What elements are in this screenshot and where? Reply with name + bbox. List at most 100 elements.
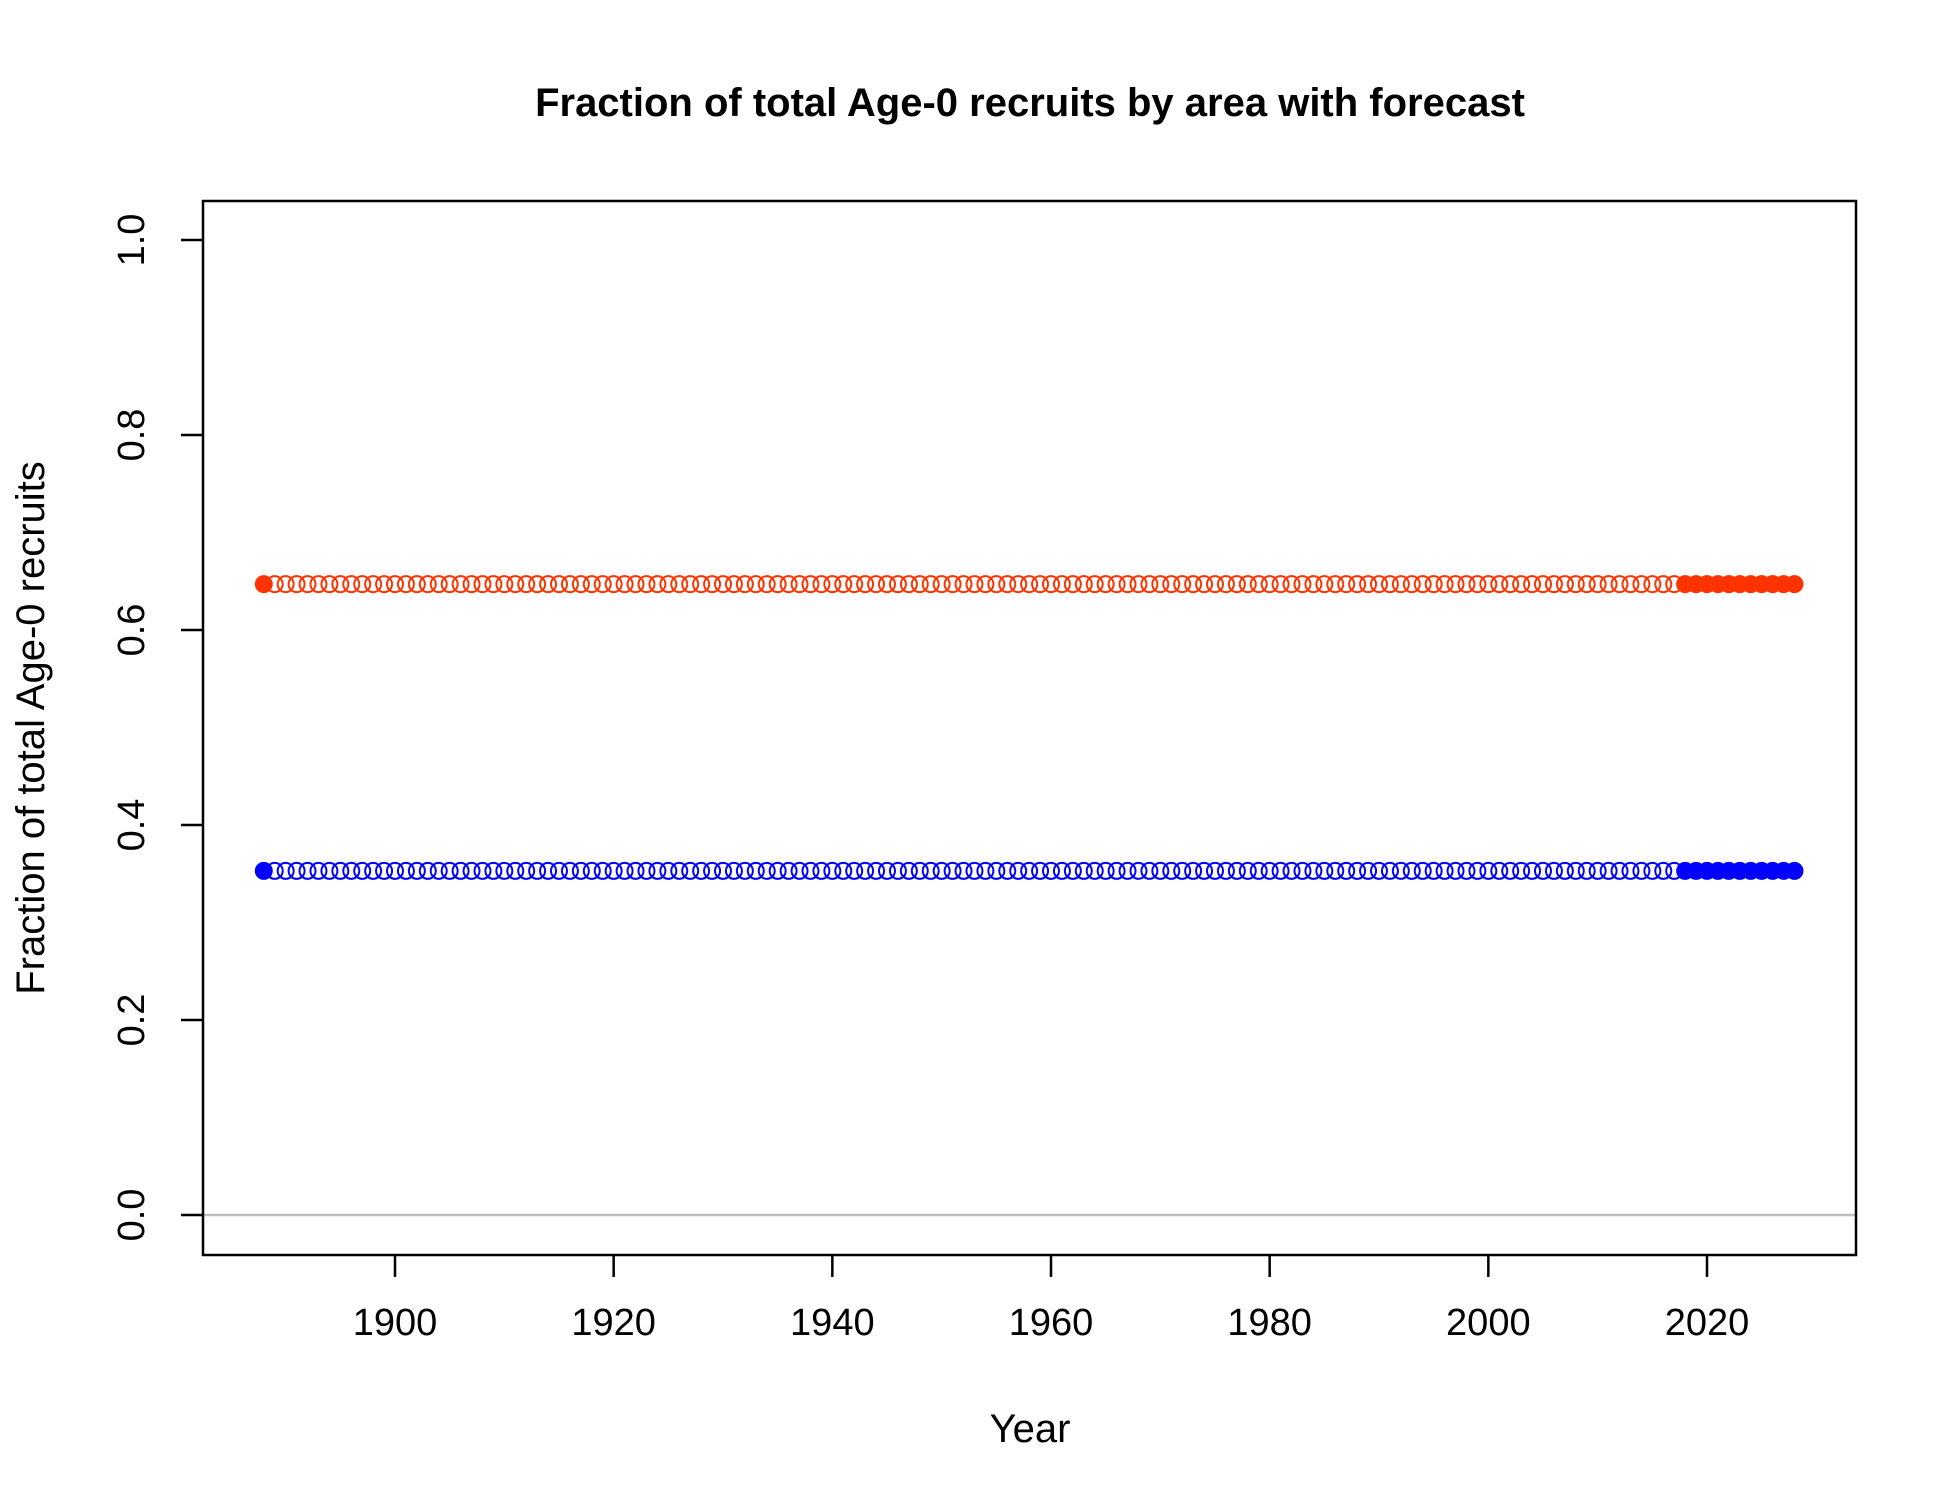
series-1-point bbox=[637, 575, 656, 594]
series-1-point bbox=[1271, 575, 1290, 594]
series-1-point bbox=[353, 575, 372, 594]
series-1-point bbox=[1304, 575, 1323, 594]
x-tick-label: 2020 bbox=[1665, 1302, 1750, 1344]
series-2-point bbox=[364, 861, 383, 880]
series-1-point bbox=[1370, 575, 1388, 594]
series-1-point bbox=[954, 575, 973, 594]
series-1-point bbox=[1490, 575, 1509, 594]
series-2-point bbox=[1129, 861, 1148, 880]
series-1-point bbox=[735, 575, 754, 594]
series-1-point bbox=[888, 575, 907, 594]
series-1-point bbox=[550, 575, 568, 594]
series-2-point bbox=[921, 861, 940, 880]
series-1-point bbox=[1326, 575, 1345, 594]
series-1-point bbox=[331, 575, 350, 594]
y-axis: 0.0 0.2 0.4 0.6 0.8 1.0 bbox=[111, 214, 203, 1242]
series-2-point bbox=[1380, 861, 1399, 880]
series-2-point bbox=[265, 861, 284, 880]
series-1-point bbox=[965, 575, 984, 594]
series-2-point bbox=[1195, 861, 1214, 880]
series-2-point bbox=[429, 861, 448, 880]
series-1-point bbox=[1479, 575, 1498, 594]
series-1-point bbox=[1599, 575, 1618, 594]
x-axis: 1900 1920 1940 1960 1980 2000 2020 bbox=[353, 1255, 1750, 1344]
series-2-point bbox=[1566, 861, 1585, 880]
series-1-point bbox=[724, 575, 743, 594]
series-2-point bbox=[1238, 861, 1257, 880]
series-1-point bbox=[1621, 575, 1640, 594]
series-2-point bbox=[1555, 861, 1574, 880]
series-1-point bbox=[473, 575, 492, 594]
y-axis-label: Fraction of total Age-0 recruits bbox=[9, 461, 53, 995]
series-1-point bbox=[1337, 575, 1356, 594]
series-1-point bbox=[910, 575, 929, 594]
series-2-point bbox=[801, 861, 820, 880]
series-1-point bbox=[571, 575, 590, 594]
series-2-point bbox=[1424, 861, 1443, 880]
series-2-point bbox=[1107, 861, 1126, 880]
series-2-point bbox=[1490, 861, 1509, 880]
series-1-point bbox=[1643, 575, 1662, 594]
series-1-point bbox=[615, 575, 634, 594]
series-1-point bbox=[801, 575, 820, 594]
series-2-point bbox=[954, 861, 973, 880]
series-2-point bbox=[845, 861, 864, 880]
series-1-point bbox=[1566, 575, 1585, 594]
series-1-point bbox=[812, 575, 831, 594]
series-2-point bbox=[987, 861, 1006, 880]
series-2-point bbox=[735, 861, 754, 880]
series-2-point bbox=[298, 861, 317, 880]
series-2-point bbox=[582, 861, 601, 880]
series-1-point bbox=[757, 575, 776, 594]
series-2-point bbox=[681, 861, 700, 880]
series-2-point bbox=[1118, 861, 1137, 880]
series-2-point bbox=[517, 861, 536, 880]
series-1-point bbox=[320, 575, 339, 594]
series-1-point bbox=[648, 575, 667, 594]
series-2-point bbox=[1610, 861, 1629, 880]
series-2-point bbox=[407, 861, 426, 880]
series-2-point bbox=[998, 861, 1017, 880]
series-1-point bbox=[451, 575, 470, 594]
series-1-point bbox=[1063, 575, 1082, 594]
series-1-point bbox=[1435, 575, 1454, 594]
series-2-point bbox=[932, 861, 951, 880]
series-2-point bbox=[1654, 861, 1673, 880]
series-1-point bbox=[342, 575, 361, 594]
series-2-point bbox=[910, 861, 929, 880]
series-2-point bbox=[757, 861, 776, 880]
series-2-point bbox=[714, 861, 732, 880]
series-1-point bbox=[1424, 575, 1443, 594]
series-1-point bbox=[1260, 575, 1279, 594]
series-2-point bbox=[495, 861, 514, 880]
series-1-point bbox=[265, 575, 284, 594]
series-2-point bbox=[1785, 861, 1804, 880]
series-2-point bbox=[440, 861, 459, 880]
series-1-point bbox=[1391, 575, 1410, 594]
series-1-point bbox=[1020, 575, 1039, 594]
series-1-point bbox=[1555, 575, 1574, 594]
series-2-point bbox=[1632, 861, 1651, 880]
series-1-point bbox=[1785, 575, 1804, 594]
series-2-point bbox=[342, 861, 361, 880]
series-2-point bbox=[790, 861, 809, 880]
series-2-point bbox=[473, 861, 492, 880]
series-2-point bbox=[1282, 861, 1301, 880]
y-tick-label: 0.8 bbox=[111, 409, 153, 462]
series-2-point bbox=[1468, 861, 1487, 880]
series-1-point bbox=[604, 575, 623, 594]
series-2-point bbox=[1020, 861, 1039, 880]
series-2-point bbox=[309, 861, 328, 880]
series-1-point bbox=[1140, 575, 1159, 594]
series-2-point bbox=[484, 861, 503, 880]
series-1-point bbox=[1118, 575, 1137, 594]
series-1-point bbox=[462, 575, 481, 594]
series-2-point bbox=[1173, 861, 1192, 880]
series-1-point bbox=[1227, 575, 1246, 594]
y-tick-label: 0.0 bbox=[111, 1189, 153, 1242]
series-2-point bbox=[1085, 861, 1104, 880]
series-2-point bbox=[746, 861, 765, 880]
series-2-point bbox=[1140, 861, 1159, 880]
series-2-point bbox=[1293, 861, 1312, 880]
series-1-point bbox=[1162, 575, 1181, 594]
